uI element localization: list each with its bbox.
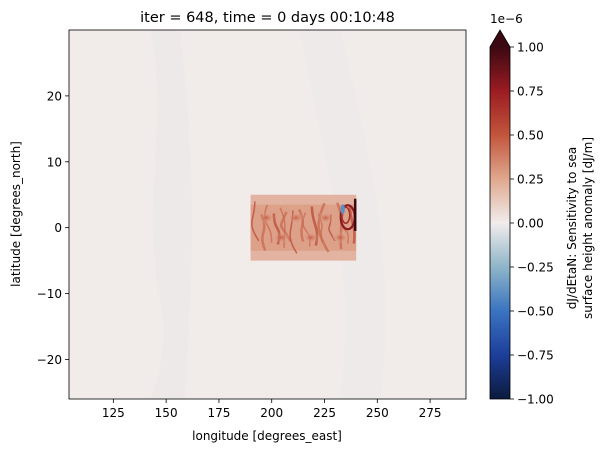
y-tick-label: −20 (37, 353, 62, 367)
plot-frame (68, 29, 467, 400)
anomaly-streak (279, 207, 286, 248)
x-tick-label: 275 (419, 406, 442, 420)
colorbar-tick-label: 0.25 (517, 173, 544, 187)
x-tick-label: 250 (366, 406, 389, 420)
colorbar-outline (489, 29, 511, 400)
plot-area (68, 29, 467, 400)
colorbar-label-line1: dJ/dEtaN: Sensitivity to sea (565, 147, 579, 309)
y-tick-label: −10 (37, 287, 62, 301)
anomaly-eddy (331, 231, 350, 244)
anomaly-streak (251, 201, 260, 242)
x-tick-label: 225 (313, 406, 336, 420)
colorbar-bar (490, 47, 510, 399)
colorbar-label-line2: surface height anomaly [dJ/m] (581, 137, 595, 319)
faint-structure (150, 30, 192, 399)
x-axis: 125 150 175 200 225 250 275 (102, 399, 442, 420)
x-axis-label: longitude [degrees_east] (192, 429, 342, 443)
y-tick-label: 20 (47, 89, 62, 103)
y-axis-label: latitude [degrees_north] (9, 141, 23, 287)
anomaly-eddy (287, 211, 306, 224)
anomaly-streak (317, 202, 330, 253)
chart-title: iter = 648, time = 0 days 00:10:48 (140, 10, 395, 26)
x-tick-label: 150 (155, 406, 178, 420)
colorbar-tick-label: −0.75 (517, 349, 554, 363)
anomaly-region (250, 194, 357, 261)
colorbar-multiplier: 1e−6 (490, 12, 523, 26)
y-tick-label: 10 (47, 155, 62, 169)
anomaly-eddy (301, 231, 320, 244)
x-tick-label: 175 (207, 406, 230, 420)
y-tick-label: 0 (54, 221, 62, 235)
anomaly-eddy (316, 211, 335, 224)
eddy-ring-inner (340, 206, 351, 224)
colorbar-tick-label: −0.50 (517, 305, 554, 319)
y-axis: −20 −10 0 10 20 (37, 89, 69, 367)
anomaly-eddy (272, 231, 291, 244)
colorbar-tick-label: 0.00 (517, 217, 544, 231)
anomaly-eddy (257, 211, 276, 224)
colorbar-extend-arrow (490, 30, 510, 47)
colorbar: −1.00 −0.75 −0.50 −0.25 0.00 0.25 0.50 0.75 1.00… (489, 12, 595, 407)
colorbar-tick-label: 0.75 (517, 85, 544, 99)
colorbar-tick-label: −0.25 (517, 261, 554, 275)
colorbar-tick-label: −1.00 (517, 393, 554, 407)
colorbar-ticks: −1.00 −0.75 −0.50 −0.25 0.00 0.25 0.50 0.75 1.00 (510, 41, 554, 407)
colorbar-tick-label: 0.50 (517, 129, 544, 143)
x-tick-label: 200 (260, 406, 283, 420)
eddy-negative-core (340, 204, 345, 215)
colorbar-tick-label: 1.00 (517, 41, 544, 55)
x-tick-label: 125 (102, 406, 125, 420)
